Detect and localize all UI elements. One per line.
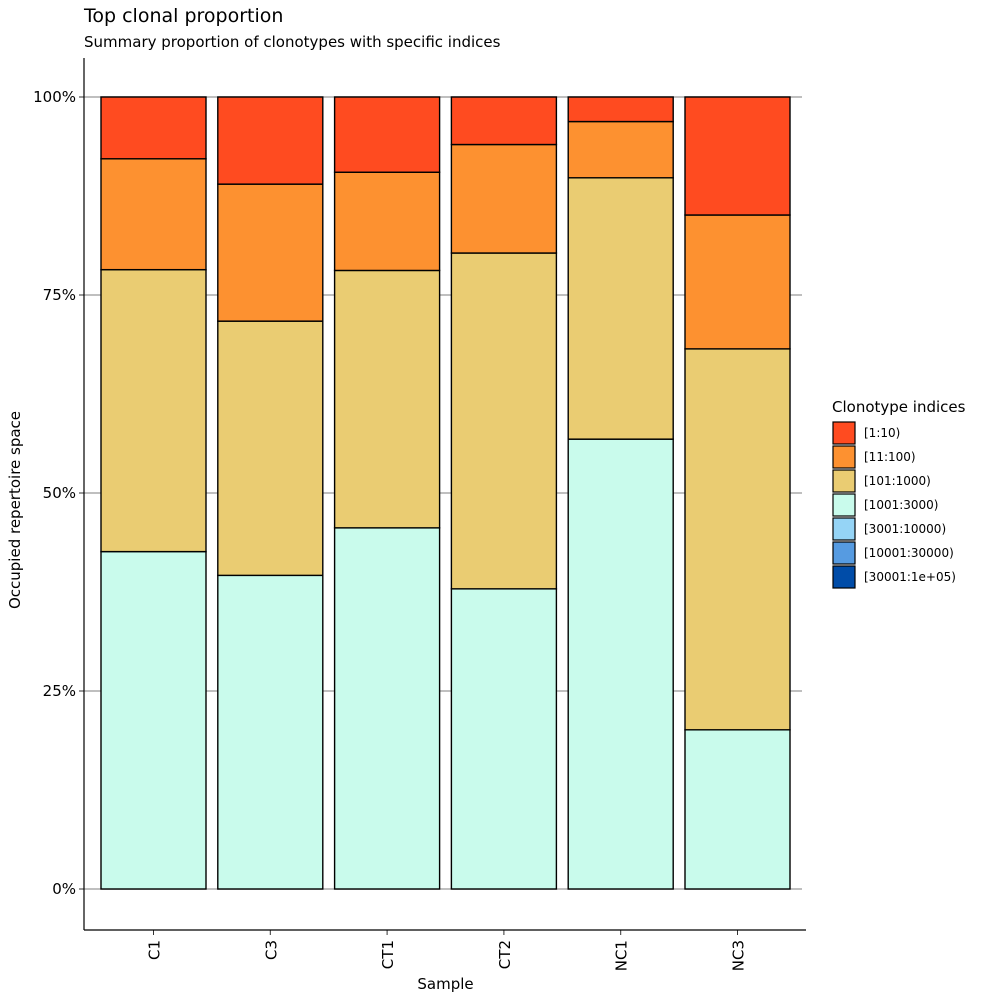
bar-segment	[567, 177, 674, 440]
bar-segment	[567, 96, 674, 123]
bar-segment	[450, 143, 558, 254]
x-axis-ticks: C1 C3 CT1 CT2 NC1 NC3	[146, 930, 748, 971]
y-axis-ticks: 0% 25% 50% 75% 100%	[33, 88, 802, 898]
bar-segment	[100, 268, 207, 553]
bar-segment	[100, 550, 207, 890]
y-tick-label: 75%	[43, 286, 76, 304]
bar-segment	[217, 320, 324, 577]
legend-swatch	[832, 493, 856, 517]
bar-segment	[333, 527, 441, 890]
bar-segment	[333, 171, 441, 272]
legend-swatch	[832, 565, 856, 589]
legend-swatch	[832, 541, 856, 565]
legend-swatch	[832, 517, 856, 541]
legend-swatch	[832, 421, 856, 445]
legend-label: [10001:30000)	[864, 546, 954, 560]
bar-segment	[333, 96, 441, 173]
bar-segment	[684, 214, 791, 350]
legend-swatch	[832, 445, 856, 469]
bar-segment	[684, 348, 791, 731]
bar-segment	[450, 96, 558, 146]
bar-segment	[567, 120, 674, 179]
chart-title: Top clonal proportion	[83, 5, 283, 27]
bar-segment	[450, 588, 558, 890]
legend-label: [30001:1e+05)	[864, 570, 956, 584]
x-tick-label: NC3	[730, 940, 748, 971]
legend-label: [11:100)	[864, 450, 916, 464]
x-tick-label: C3	[262, 940, 280, 960]
x-tick-label: NC1	[613, 940, 631, 971]
y-axis-title: Occupied repertoire space	[6, 411, 24, 609]
bar-segment	[217, 574, 324, 890]
bar-segment	[217, 183, 324, 322]
bar-segment	[217, 96, 324, 185]
x-axis-title: Sample	[417, 975, 473, 993]
x-tick-label: C1	[146, 940, 164, 960]
y-tick-label: 0%	[52, 880, 76, 898]
y-tick-label: 50%	[43, 484, 76, 502]
bar-segment	[450, 252, 558, 590]
x-tick-label: CT1	[379, 940, 397, 969]
bar-segment	[100, 96, 207, 160]
bar-segment	[333, 269, 441, 529]
x-tick-label: CT2	[496, 940, 514, 969]
y-tick-label: 100%	[33, 88, 76, 106]
legend-label: [1:10)	[864, 426, 900, 440]
bar-segment	[684, 729, 791, 890]
y-tick-label: 25%	[43, 682, 76, 700]
bar-segment	[567, 438, 674, 890]
bar-segment	[100, 158, 207, 271]
legend-title: Clonotype indices	[832, 398, 966, 416]
bars	[100, 96, 791, 890]
legend-swatch	[832, 469, 856, 493]
chart-subtitle: Summary proportion of clonotypes with sp…	[84, 33, 501, 51]
legend-label: [3001:10000)	[864, 522, 946, 536]
legend-label: [101:1000)	[864, 474, 931, 488]
legend-label: [1001:3000)	[864, 498, 938, 512]
legend: Clonotype indices [1:10) [11:100) [101:100…	[832, 398, 966, 589]
bar-segment	[684, 96, 791, 216]
